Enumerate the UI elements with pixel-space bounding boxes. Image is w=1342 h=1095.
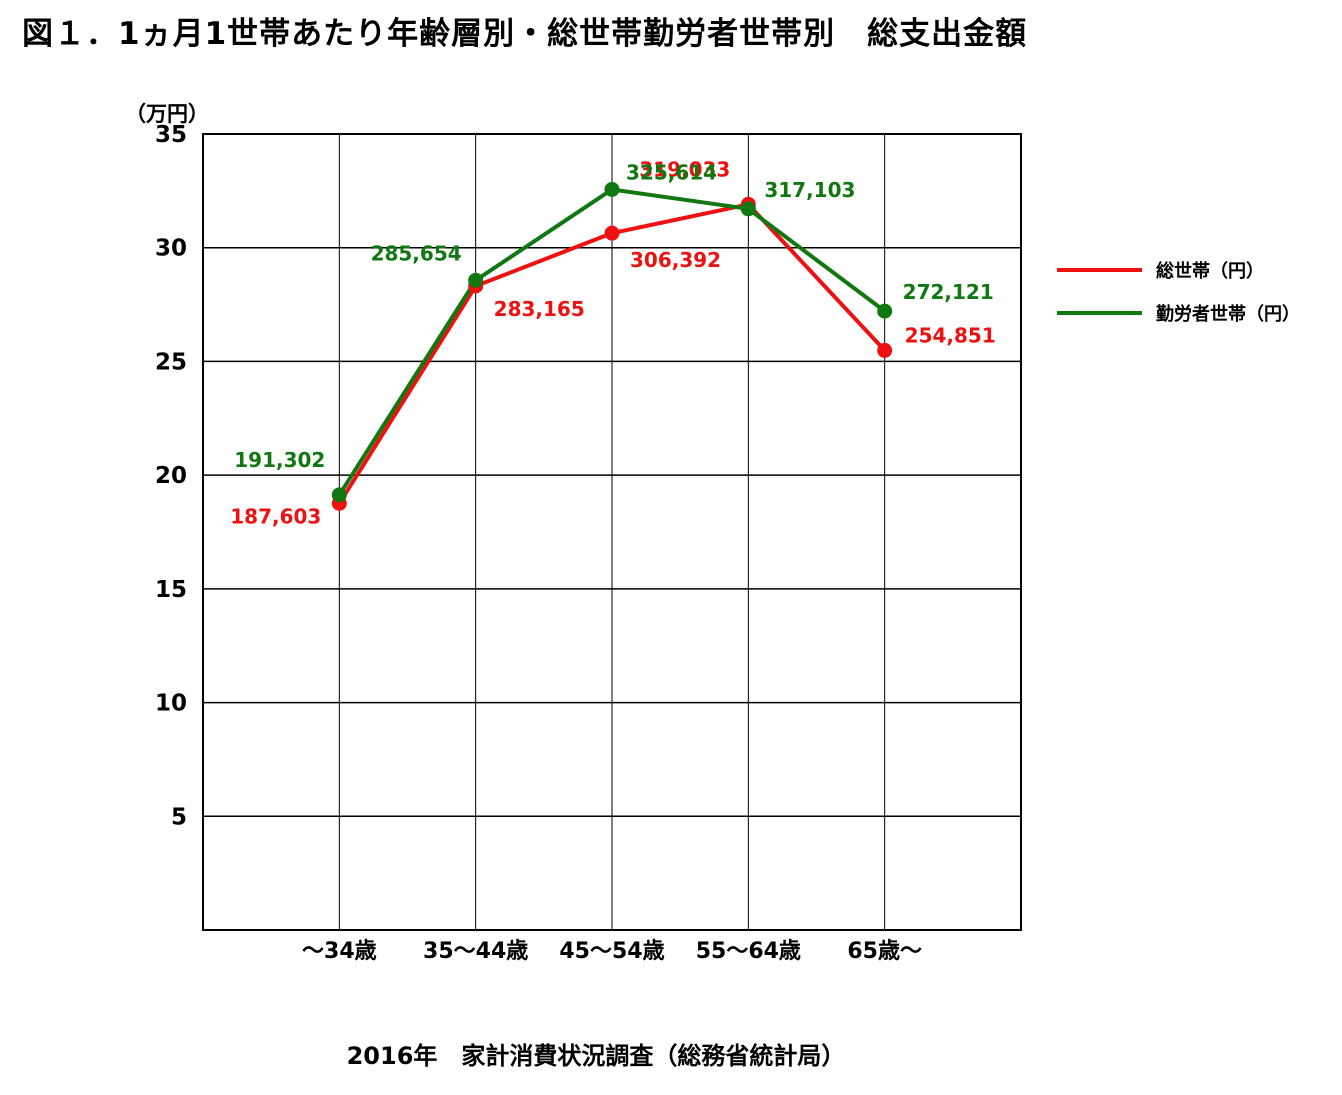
data-labels: 187,603283,165306,392319,033254,851191,3…	[230, 157, 996, 528]
y-tick-label: 25	[155, 349, 187, 375]
x-tick-label: 55～64歳	[696, 939, 801, 964]
data-label: 325,614	[626, 160, 717, 184]
data-point	[877, 343, 892, 358]
legend-label: 総世帯（円）	[1156, 260, 1264, 282]
data-label: 283,165	[494, 297, 585, 321]
chart-legend: 総世帯（円） 勤労者世帯（円）	[1057, 260, 1300, 325]
data-label: 191,302	[234, 448, 325, 472]
x-tick-label: 65歳～	[847, 939, 922, 964]
x-tick-label: 45～54歳	[559, 939, 664, 964]
data-point	[605, 182, 620, 197]
x-axis-ticks: ～34歳 35～44歳 45～54歳 55～64歳 65歳～	[302, 939, 922, 964]
legend-label: 勤労者世帯（円）	[1156, 303, 1300, 325]
data-label: 272,121	[903, 280, 994, 304]
x-tick-label: ～34歳	[302, 939, 377, 964]
data-point	[332, 487, 347, 502]
data-point	[468, 273, 483, 288]
data-point	[877, 304, 892, 319]
data-point	[741, 201, 756, 216]
y-tick-label: 15	[155, 577, 187, 603]
y-tick-label: 20	[155, 463, 187, 489]
data-label: 317,103	[764, 178, 855, 202]
data-label: 187,603	[230, 504, 321, 528]
data-label: 306,392	[630, 248, 721, 272]
data-label: 285,654	[371, 241, 462, 265]
data-source: 2016年 家計消費状況調査（総務省統計局）	[0, 1036, 1342, 1071]
y-tick-label: 10	[155, 691, 187, 717]
y-axis-label: （万円）	[125, 102, 209, 126]
x-tick-label: 35～44歳	[423, 939, 528, 964]
y-tick-label: 30	[155, 236, 187, 262]
data-label: 254,851	[905, 323, 996, 347]
data-point	[605, 226, 620, 241]
y-tick-label: 5	[171, 804, 187, 830]
chart-grid	[203, 134, 1021, 930]
